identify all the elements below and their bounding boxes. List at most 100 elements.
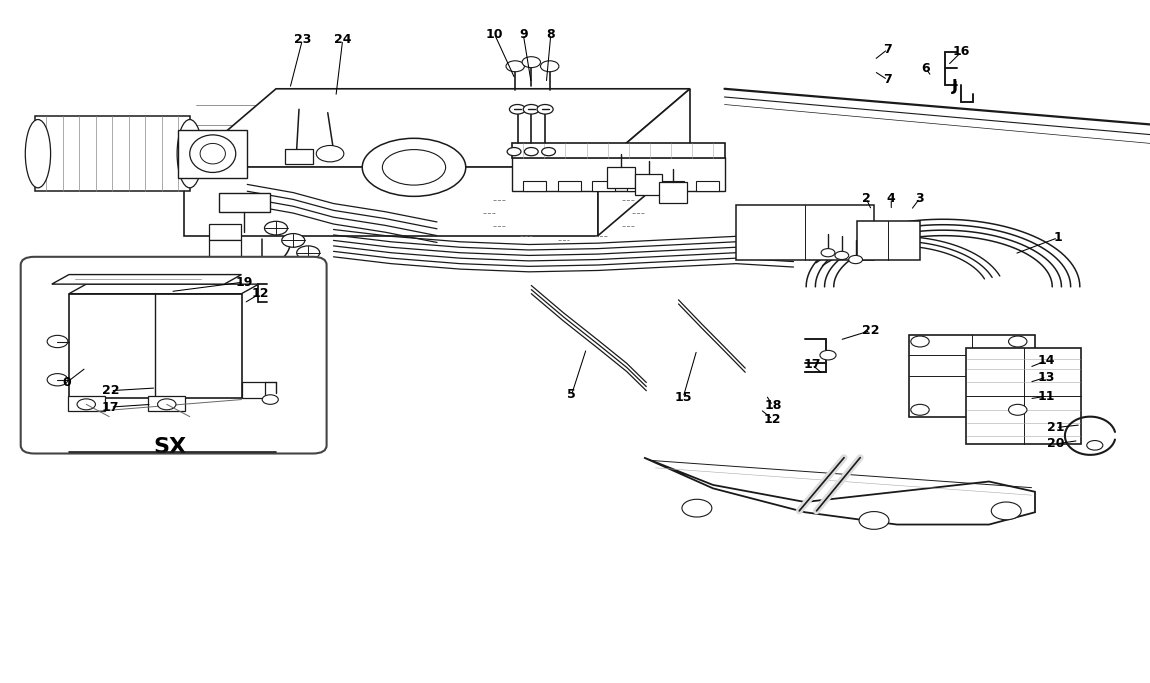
Text: 18: 18 — [764, 399, 782, 413]
Text: SX: SX — [154, 437, 186, 458]
Bar — [512, 143, 724, 158]
Bar — [209, 224, 241, 240]
Text: 22: 22 — [101, 384, 120, 398]
Circle shape — [835, 251, 849, 260]
Bar — [218, 193, 270, 212]
Circle shape — [297, 246, 320, 260]
Bar — [635, 174, 662, 195]
Text: 21: 21 — [1046, 421, 1065, 434]
Bar — [148, 396, 185, 411]
Circle shape — [506, 61, 524, 72]
Bar — [857, 221, 920, 260]
Text: 14: 14 — [1037, 354, 1056, 367]
Polygon shape — [644, 458, 1035, 525]
Text: 17: 17 — [803, 358, 821, 372]
Text: 7: 7 — [883, 42, 892, 56]
Circle shape — [77, 399, 95, 410]
Text: 12: 12 — [764, 413, 782, 426]
Text: 22: 22 — [861, 324, 880, 337]
Bar — [736, 205, 874, 260]
Bar — [69, 294, 242, 398]
Text: 5: 5 — [567, 388, 576, 402]
Circle shape — [1087, 441, 1103, 450]
Polygon shape — [52, 275, 241, 284]
Circle shape — [158, 399, 176, 410]
Text: J: J — [952, 80, 957, 94]
Circle shape — [991, 502, 1021, 520]
Circle shape — [849, 255, 862, 264]
Ellipse shape — [177, 120, 202, 188]
Text: 23: 23 — [293, 33, 312, 46]
Circle shape — [540, 61, 559, 72]
Bar — [178, 130, 247, 178]
Text: 3: 3 — [915, 191, 925, 205]
Bar — [696, 181, 719, 191]
Bar — [285, 149, 313, 164]
Text: 7: 7 — [883, 73, 892, 87]
Ellipse shape — [362, 138, 466, 197]
Circle shape — [820, 350, 836, 360]
Circle shape — [542, 148, 555, 156]
Bar — [523, 181, 546, 191]
Bar — [908, 335, 1035, 417]
Text: 2: 2 — [861, 191, 871, 205]
Text: 24: 24 — [334, 33, 352, 46]
Circle shape — [537, 104, 553, 114]
Circle shape — [859, 512, 889, 529]
Circle shape — [1009, 404, 1027, 415]
Circle shape — [509, 104, 526, 114]
Text: 10: 10 — [485, 27, 504, 41]
Circle shape — [282, 234, 305, 247]
Circle shape — [47, 335, 68, 348]
Circle shape — [821, 249, 835, 257]
Circle shape — [264, 221, 288, 235]
Text: 12: 12 — [251, 287, 269, 301]
Polygon shape — [34, 116, 190, 191]
Bar — [209, 240, 241, 257]
Circle shape — [911, 404, 929, 415]
Bar — [627, 181, 650, 191]
FancyBboxPatch shape — [21, 257, 327, 454]
Bar — [607, 167, 635, 188]
Text: 1: 1 — [1053, 231, 1063, 245]
Circle shape — [1009, 336, 1027, 347]
Circle shape — [911, 336, 929, 347]
Text: 9: 9 — [519, 27, 528, 41]
Ellipse shape — [190, 135, 236, 172]
Polygon shape — [69, 284, 259, 294]
Text: 4: 4 — [887, 191, 896, 205]
Ellipse shape — [25, 120, 51, 188]
Text: 20: 20 — [1046, 437, 1065, 451]
Circle shape — [523, 104, 539, 114]
Polygon shape — [184, 89, 690, 167]
Circle shape — [507, 148, 521, 156]
Bar — [661, 181, 684, 191]
Circle shape — [682, 499, 712, 517]
Ellipse shape — [382, 150, 446, 185]
Polygon shape — [242, 382, 264, 398]
Circle shape — [524, 148, 538, 156]
Text: 6: 6 — [921, 61, 930, 75]
Text: 16: 16 — [952, 45, 971, 59]
Bar — [592, 181, 615, 191]
Bar — [558, 181, 581, 191]
Polygon shape — [598, 89, 690, 236]
Ellipse shape — [200, 143, 225, 164]
Circle shape — [47, 374, 68, 386]
Text: 11: 11 — [1037, 389, 1056, 403]
Bar — [209, 258, 241, 275]
Bar — [966, 348, 1081, 444]
Text: 17: 17 — [101, 400, 120, 414]
Text: 19: 19 — [235, 275, 253, 289]
Bar — [659, 182, 687, 203]
Circle shape — [522, 57, 540, 68]
Circle shape — [316, 145, 344, 162]
Circle shape — [262, 395, 278, 404]
Polygon shape — [184, 167, 598, 236]
Text: 15: 15 — [674, 391, 692, 404]
Bar — [68, 396, 105, 411]
Text: 0: 0 — [62, 376, 71, 389]
Bar — [512, 157, 724, 191]
Text: J: J — [952, 79, 957, 94]
Text: 8: 8 — [546, 27, 555, 41]
